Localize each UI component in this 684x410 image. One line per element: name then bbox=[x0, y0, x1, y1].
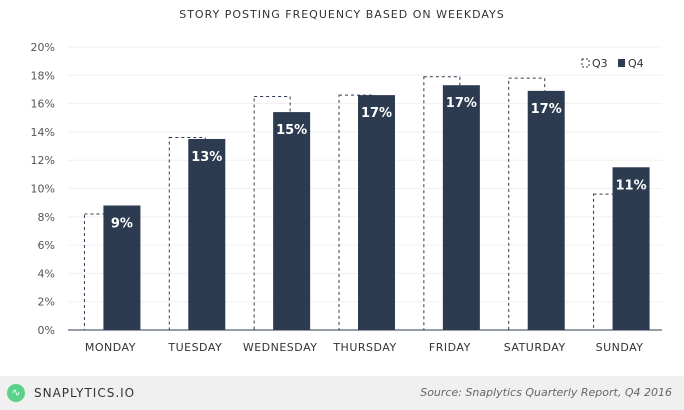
y-tick-label: 18% bbox=[31, 69, 55, 82]
x-tick-label: SUNDAY bbox=[596, 341, 644, 354]
data-label: 11% bbox=[616, 178, 647, 193]
x-tick-label: WEDNESDAY bbox=[243, 341, 318, 354]
source-note: Source: Snaplytics Quarterly Report, Q4 … bbox=[420, 386, 672, 399]
data-label: 17% bbox=[446, 96, 477, 111]
x-tick-label: TUESDAY bbox=[167, 341, 222, 354]
x-tick-label: SATURDAY bbox=[504, 341, 566, 354]
y-tick-label: 14% bbox=[31, 126, 55, 139]
data-label: 13% bbox=[191, 150, 222, 165]
y-tick-label: 10% bbox=[31, 183, 55, 196]
x-tick-label: FRIDAY bbox=[429, 341, 471, 354]
legend-swatch-q4 bbox=[618, 59, 625, 67]
bar-q4 bbox=[103, 205, 141, 330]
y-tick-label: 12% bbox=[31, 154, 55, 167]
brand-name: SNAPLYTICS.IO bbox=[34, 386, 136, 400]
data-label: 9% bbox=[111, 216, 133, 231]
bar-q4 bbox=[527, 90, 565, 331]
chart-title: STORY POSTING FREQUENCY BASED ON WEEKDAY… bbox=[179, 8, 505, 21]
y-tick-label: 2% bbox=[38, 296, 55, 309]
legend-swatch-q3 bbox=[581, 58, 590, 68]
y-tick-label: 0% bbox=[38, 324, 55, 337]
data-label: 15% bbox=[276, 123, 307, 138]
data-label: 17% bbox=[531, 102, 562, 117]
y-tick-label: 16% bbox=[31, 98, 55, 111]
x-tick-label: MONDAY bbox=[85, 341, 136, 354]
x-tick-label: THURSDAY bbox=[332, 341, 396, 354]
y-tick-label: 20% bbox=[31, 41, 55, 54]
bar-q4 bbox=[358, 95, 395, 330]
legend-label-q4: Q4 bbox=[628, 57, 644, 70]
y-tick-label: 6% bbox=[38, 239, 55, 252]
bar-chart: 0% 2% 4% 6% 8% 10% 12% 14% 16% 18% 20% 9% MONDAY 13% T… bbox=[31, 41, 662, 354]
pulse-icon: ∿ bbox=[7, 384, 25, 402]
bar-q4 bbox=[188, 138, 226, 330]
legend-label-q3: Q3 bbox=[592, 57, 608, 70]
y-tick-label: 4% bbox=[38, 267, 55, 280]
data-label: 17% bbox=[361, 106, 392, 121]
footer: ∿ SNAPLYTICS.IO Source: Snaplytics Quart… bbox=[0, 376, 684, 410]
bar-q3 bbox=[508, 77, 546, 331]
bar-q4 bbox=[612, 167, 650, 330]
bar-q4 bbox=[442, 85, 480, 330]
y-tick-label: 8% bbox=[38, 211, 55, 224]
bar-q4 bbox=[273, 112, 311, 330]
